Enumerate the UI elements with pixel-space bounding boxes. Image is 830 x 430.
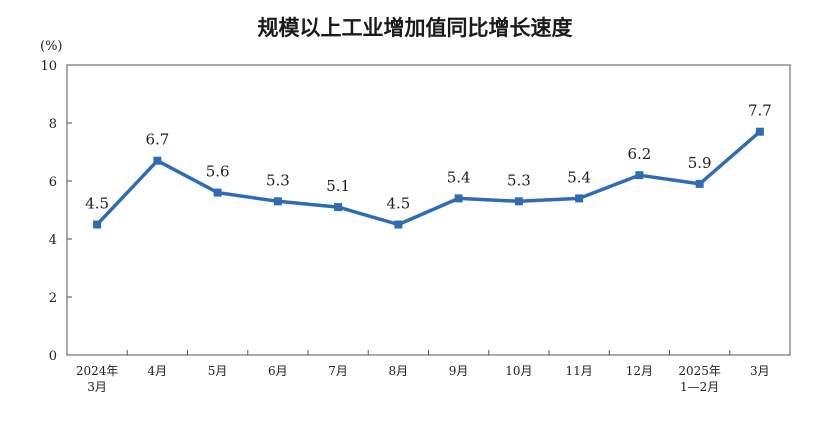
data-point (695, 179, 704, 188)
x-tick-label: 2024年 3月 (76, 364, 119, 394)
x-tick-label: 8月 (389, 364, 409, 378)
y-tick-label: 10 (40, 59, 57, 74)
y-axis-unit: (%) (40, 39, 63, 54)
data-label: 4.5 (85, 195, 109, 213)
x-tick-label: 9月 (449, 364, 469, 378)
y-tick-label: 2 (49, 291, 57, 306)
data-label: 5.6 (206, 163, 230, 181)
x-tick-label: 12月 (626, 364, 653, 378)
data-point (334, 203, 343, 212)
data-point (635, 171, 644, 180)
data-label: 5.1 (326, 177, 350, 195)
x-tick-label: 7月 (328, 364, 348, 378)
data-label: 4.5 (386, 195, 410, 213)
y-tick-label: 6 (49, 175, 57, 190)
x-tick-label: 4月 (148, 364, 168, 378)
data-label: 6.7 (145, 131, 169, 149)
data-label: 5.3 (507, 171, 531, 189)
data-point (153, 156, 162, 165)
data-label: 5.4 (447, 168, 471, 186)
x-tick-label: 10月 (505, 364, 532, 378)
y-tick-label: 8 (49, 117, 57, 132)
y-tick-label: 4 (49, 233, 57, 248)
data-point (755, 127, 764, 136)
data-point (273, 197, 282, 206)
data-label: 5.3 (266, 171, 290, 189)
x-tick-label: 6月 (268, 364, 288, 378)
data-point (213, 188, 222, 197)
chart-title: 规模以上工业增加值同比增长速度 (257, 16, 573, 40)
data-label: 6.2 (627, 145, 651, 163)
data-point (454, 194, 463, 203)
x-tick-label: 11月 (565, 364, 592, 378)
data-point (514, 197, 523, 206)
x-tick-label: 2025年 1—2月 (678, 364, 721, 394)
x-tick-label: 5月 (208, 364, 228, 378)
y-tick-label: 0 (49, 349, 57, 364)
x-tick-label: 3月 (750, 364, 770, 378)
data-point (394, 220, 403, 229)
data-label: 5.4 (567, 168, 591, 186)
data-point (93, 220, 102, 229)
data-label: 5.9 (688, 154, 712, 172)
series-line (95, 130, 762, 227)
data-label: 7.7 (748, 102, 772, 120)
data-point (575, 194, 584, 203)
